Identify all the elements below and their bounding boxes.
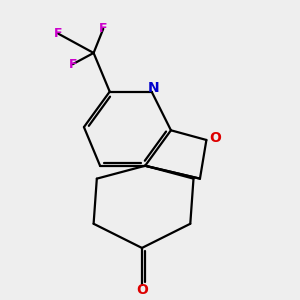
Text: O: O: [209, 131, 221, 146]
Text: O: O: [136, 283, 148, 297]
Text: F: F: [54, 27, 62, 40]
Text: N: N: [147, 81, 159, 95]
Text: F: F: [68, 58, 77, 71]
Text: F: F: [99, 22, 107, 35]
